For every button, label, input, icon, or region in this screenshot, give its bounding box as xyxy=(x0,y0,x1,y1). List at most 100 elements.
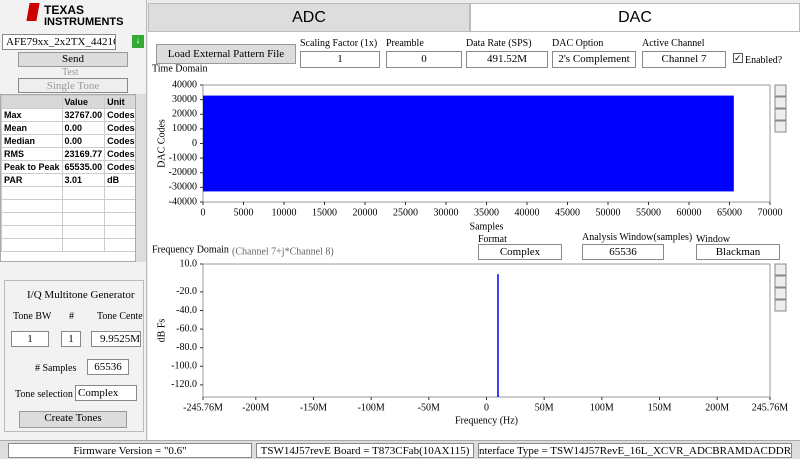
enabled-checkbox[interactable]: ✓ xyxy=(733,53,743,63)
send-button[interactable]: Send xyxy=(18,52,128,67)
label: Enabled? xyxy=(745,55,783,66)
status-field: Firmware Version = "0.6" xyxy=(8,443,252,458)
plot-tool[interactable] xyxy=(774,275,787,288)
header-cell xyxy=(1,95,63,109)
table-row xyxy=(1,238,135,252)
label: Format xyxy=(478,234,507,245)
table-cell xyxy=(1,238,63,252)
tab[interactable]: DAC xyxy=(470,3,800,32)
x-tick-label: -150M xyxy=(300,402,327,413)
y-tick-label: -100.0 xyxy=(171,361,197,372)
y-axis-label: dB Fs xyxy=(156,319,167,343)
table-row xyxy=(1,225,135,239)
x-tick-label: 10000 xyxy=(272,207,297,218)
plot-area xyxy=(202,263,771,398)
format-select[interactable]: Complex xyxy=(478,244,562,260)
x-tick-label: -200M xyxy=(242,402,269,413)
table-row: PAR 3.01 dB xyxy=(1,173,135,187)
x-tick-label: 0 xyxy=(484,402,489,413)
plot-tool[interactable] xyxy=(774,287,787,300)
dac-option-select[interactable]: 2's Complement xyxy=(552,51,636,68)
x-tick-label: 40000 xyxy=(515,207,540,218)
x-tick-label: 35000 xyxy=(474,207,499,218)
window-select[interactable]: Blackman xyxy=(696,244,780,260)
scaling-input[interactable]: 1 xyxy=(300,51,380,68)
download-icon[interactable]: ↓ xyxy=(132,35,144,48)
x-tick-label: -245.76M xyxy=(183,402,223,413)
header-cell: Value xyxy=(61,95,106,109)
status-bar: Firmware Version = "0.6" TSW14J57revE Bo… xyxy=(0,440,800,459)
logo-text: TEXAS xyxy=(44,3,85,17)
plot-tool[interactable] xyxy=(774,299,787,312)
x-tick-label: 150M xyxy=(648,402,672,413)
tab[interactable]: ADC xyxy=(148,3,470,32)
x-axis-label: Samples xyxy=(470,221,504,232)
table-row: RMS 23169.77 Codes xyxy=(1,147,135,161)
label: Data Rate (SPS) xyxy=(466,38,532,49)
y-tick-label: -20.0 xyxy=(176,286,197,297)
y-tick-label: -20000 xyxy=(169,167,197,178)
x-tick-label: 20000 xyxy=(353,207,378,218)
y-tick-label: 10.0 xyxy=(180,258,198,269)
y-tick-label: -120.0 xyxy=(171,379,197,390)
left-panel: TEXAS INSTRUMENTS AFE79xx_2x2TX_4421C ↓ … xyxy=(0,0,147,440)
create-button[interactable]: Create Tones xyxy=(19,411,127,428)
table-header: Value Unit xyxy=(1,95,135,109)
y-tick-label: -30000 xyxy=(169,182,197,193)
window-samples-select[interactable]: 65536 xyxy=(582,244,664,260)
table-cell: Max xyxy=(1,108,63,122)
chart-title: Time Domain xyxy=(152,63,207,74)
x-tick-label: 245.76M xyxy=(752,402,789,413)
signal-band xyxy=(203,95,734,192)
y-tick-label: -40000 xyxy=(169,196,197,207)
stats-table: Value Unit Max 32767.00 Codes Mean 0.00 Codes Me… xyxy=(0,94,136,262)
tone-bw-input[interactable]: 1 xyxy=(11,331,49,347)
x-tick-label: 65000 xyxy=(717,207,742,218)
plot-tool[interactable] xyxy=(774,120,787,133)
samples-input[interactable]: 65536 xyxy=(87,359,129,375)
load-button[interactable]: Load External Pattern File xyxy=(156,44,296,64)
y-tick-label: 40000 xyxy=(172,79,197,90)
channel-select[interactable]: Channel 7 xyxy=(642,51,726,68)
x-tick-label: -100M xyxy=(358,402,385,413)
plot-tool[interactable] xyxy=(774,96,787,109)
label: DAC Option xyxy=(552,38,604,49)
plot-tool[interactable] xyxy=(774,263,787,276)
label: # xyxy=(69,311,74,322)
generator-panel: I/Q Multitone Generator Tone BW # Tone C… xyxy=(4,280,144,432)
x-axis-label: Frequency (Hz) xyxy=(455,415,518,426)
logo-text: INSTRUMENTS xyxy=(44,16,124,28)
status-field: nterface Type = TSW14J57RevE_16L_XCVR_AD… xyxy=(478,443,792,458)
plot-tool[interactable] xyxy=(774,108,787,121)
label: Tone BW xyxy=(13,311,52,322)
device-select[interactable]: AFE79xx_2x2TX_4421C xyxy=(2,34,116,50)
scrollbar[interactable] xyxy=(136,94,146,262)
table-row: Mean 0.00 Codes xyxy=(1,121,135,135)
y-tick-label: -80.0 xyxy=(176,342,197,353)
chart-subtitle: (Channel 7+j*Channel 8) xyxy=(232,246,334,257)
x-tick-label: 30000 xyxy=(434,207,459,218)
rate-input[interactable]: 491.52M xyxy=(466,51,548,68)
preamble-input[interactable]: 0 xyxy=(386,51,462,68)
x-tick-label: 100M xyxy=(590,402,614,413)
tone-selection[interactable]: Complex xyxy=(75,385,137,401)
x-tick-label: 200M xyxy=(705,402,729,413)
generator-title: I/Q Multitone Generator xyxy=(27,289,135,301)
y-tick-label: -60.0 xyxy=(176,323,197,334)
status-field: TSW14J57revE Board = T873CFab(10AX115) xyxy=(256,443,474,458)
test-select[interactable]: Single Tone xyxy=(18,78,128,93)
header-cell: Unit xyxy=(104,95,135,109)
y-tick-label: -40.0 xyxy=(176,305,197,316)
x-tick-label: 45000 xyxy=(555,207,580,218)
test-label: Test xyxy=(62,67,79,78)
x-tick-label: 55000 xyxy=(636,207,661,218)
count-input[interactable]: 1 xyxy=(61,331,81,347)
tone-center-input[interactable]: 9.9525M xyxy=(91,331,141,347)
label: Tone selection xyxy=(15,389,73,400)
x-tick-label: 0 xyxy=(201,207,206,218)
plot-tool[interactable] xyxy=(774,84,787,97)
y-tick-label: -10000 xyxy=(169,152,197,163)
label: Window xyxy=(696,234,731,245)
y-tick-label: 20000 xyxy=(172,109,197,120)
